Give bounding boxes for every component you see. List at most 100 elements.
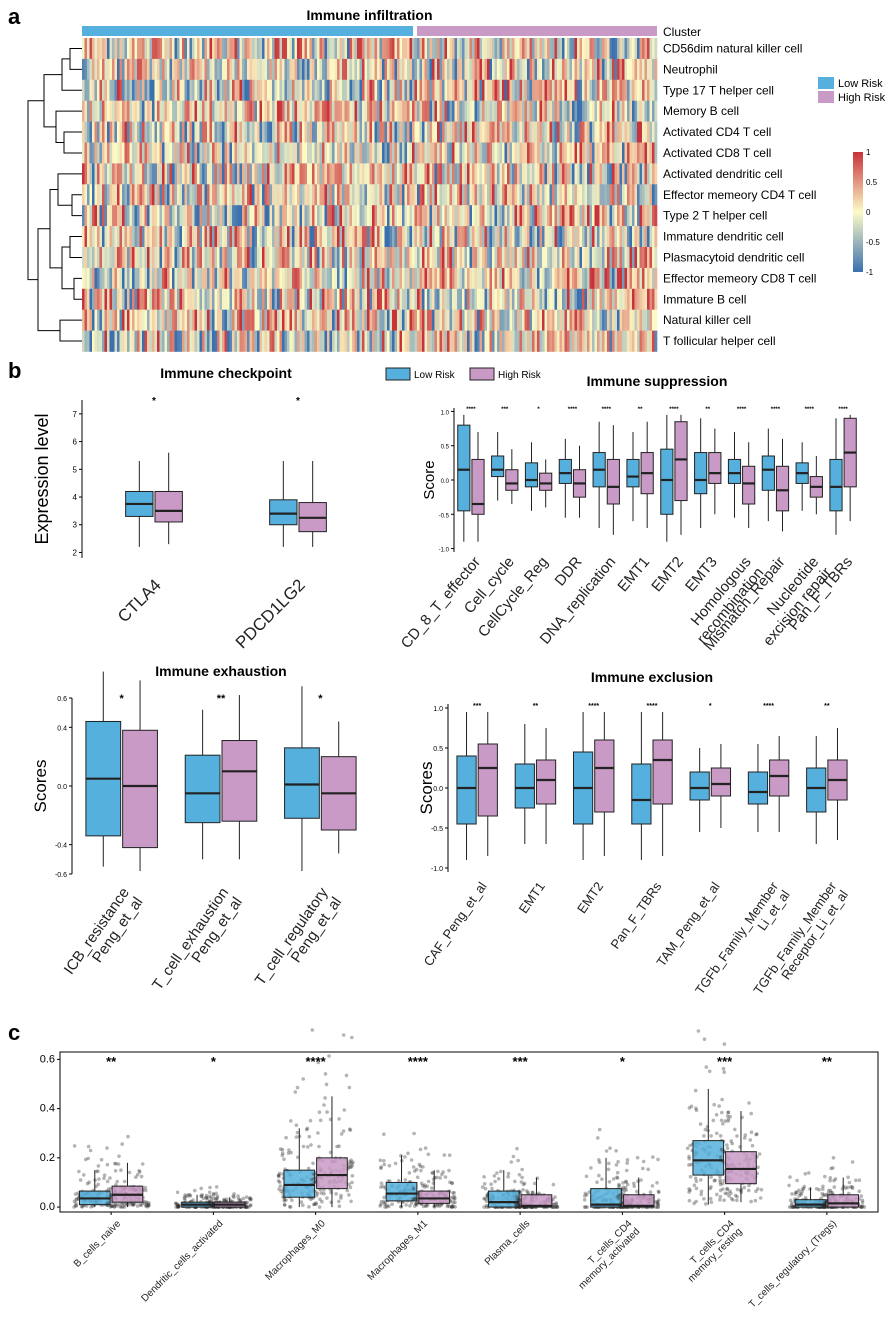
- heat-cell: [387, 247, 390, 269]
- data-point: [515, 1146, 519, 1151]
- heat-cell: [567, 121, 570, 143]
- heat-cell: [159, 247, 163, 269]
- heat-cell: [574, 121, 578, 143]
- heat-cell: [334, 163, 338, 185]
- heat-cell: [502, 100, 505, 122]
- heat-cell: [317, 121, 320, 143]
- heat-cell: [504, 142, 508, 164]
- heat-cell: [167, 184, 170, 206]
- heat-cell: [102, 330, 105, 352]
- heat-cell: [274, 330, 278, 352]
- heat-cell: [279, 226, 283, 248]
- heat-cell: [407, 184, 410, 206]
- heat-cell: [327, 58, 330, 81]
- heat-cell: [122, 58, 125, 81]
- heat-cell: [384, 38, 388, 60]
- heat-cell: [139, 121, 143, 143]
- heat-cell: [502, 38, 505, 60]
- heat-cell: [154, 267, 158, 290]
- heat-cell: [247, 267, 250, 290]
- heat-cell: [124, 38, 128, 60]
- heat-cell: [472, 205, 475, 227]
- heat-cell: [464, 226, 468, 248]
- legend-swatch-high: [469, 367, 495, 381]
- dendrogram-link: [69, 47, 82, 70]
- heat-cell: [134, 267, 138, 290]
- heat-cell: [137, 58, 140, 81]
- data-point: [146, 1203, 151, 1208]
- heat-cell: [619, 100, 623, 122]
- heat-cell: [569, 267, 573, 290]
- heat-cell: [164, 288, 168, 310]
- heat-cell: [509, 330, 513, 352]
- heat-cell: [522, 288, 525, 310]
- heat-cell: [349, 267, 353, 290]
- heat-cell: [509, 184, 513, 206]
- heat-cell: [422, 79, 425, 101]
- heat-cell: [197, 267, 200, 290]
- heat-cell: [579, 163, 583, 185]
- heat-cell: [89, 247, 93, 269]
- heat-cell: [334, 121, 338, 143]
- heat-cell: [592, 38, 595, 60]
- data-point: [280, 1153, 285, 1158]
- heat-cell: [612, 79, 615, 101]
- heat-cell: [114, 330, 118, 352]
- heat-cell: [514, 58, 518, 81]
- heat-cell: [534, 288, 538, 310]
- heat-cell: [537, 330, 540, 352]
- heat-cell: [334, 309, 338, 331]
- heat-cell: [599, 267, 603, 290]
- heat-cell: [652, 100, 655, 122]
- heat-cell: [357, 58, 360, 81]
- heat-cell: [634, 205, 638, 227]
- heat-cell: [407, 142, 410, 164]
- heat-cell: [337, 121, 340, 143]
- heat-cell: [389, 38, 393, 60]
- heat-cell: [534, 100, 538, 122]
- heat-cell: [342, 58, 345, 81]
- heat-cell: [267, 309, 270, 331]
- heat-cell: [434, 309, 438, 331]
- heat-cell: [502, 226, 505, 248]
- heat-cell: [247, 58, 250, 81]
- heat-cell: [477, 267, 480, 290]
- heat-cell: [364, 100, 368, 122]
- heat-cell: [567, 330, 570, 352]
- heat-cell: [652, 121, 655, 143]
- heat-cell: [402, 288, 405, 310]
- heat-cell: [257, 121, 260, 143]
- heat-cell: [87, 309, 90, 331]
- data-point: [113, 1203, 118, 1207]
- heat-cell: [477, 38, 480, 60]
- heat-cell: [352, 184, 355, 206]
- heat-cell: [497, 121, 500, 143]
- heat-cell: [327, 247, 330, 269]
- heat-cell: [442, 309, 445, 331]
- heat-cell: [279, 247, 283, 269]
- heat-cell: [197, 226, 200, 248]
- heat-cell: [329, 79, 333, 101]
- heat-cell: [409, 38, 413, 60]
- heat-cell: [117, 184, 120, 206]
- heat-cell: [542, 330, 545, 352]
- heat-cell: [142, 309, 145, 331]
- heat-cell: [624, 121, 628, 143]
- heat-cell: [344, 330, 348, 352]
- heat-cell: [497, 184, 500, 206]
- heat-cell: [177, 100, 180, 122]
- heat-cell: [624, 163, 628, 185]
- heat-cell: [294, 121, 298, 143]
- heat-cell: [442, 226, 445, 248]
- heat-cell: [367, 79, 370, 101]
- heat-cell: [529, 267, 533, 290]
- heat-cell: [439, 142, 443, 164]
- heat-cell: [294, 247, 298, 269]
- heat-cell: [552, 330, 555, 352]
- heat-cell: [439, 100, 443, 122]
- heat-cell: [387, 205, 390, 227]
- heatmap-title: Immune infiltration: [307, 7, 433, 23]
- heat-cell: [454, 79, 458, 101]
- heat-cell: [649, 79, 653, 101]
- heat-cell: [449, 267, 453, 290]
